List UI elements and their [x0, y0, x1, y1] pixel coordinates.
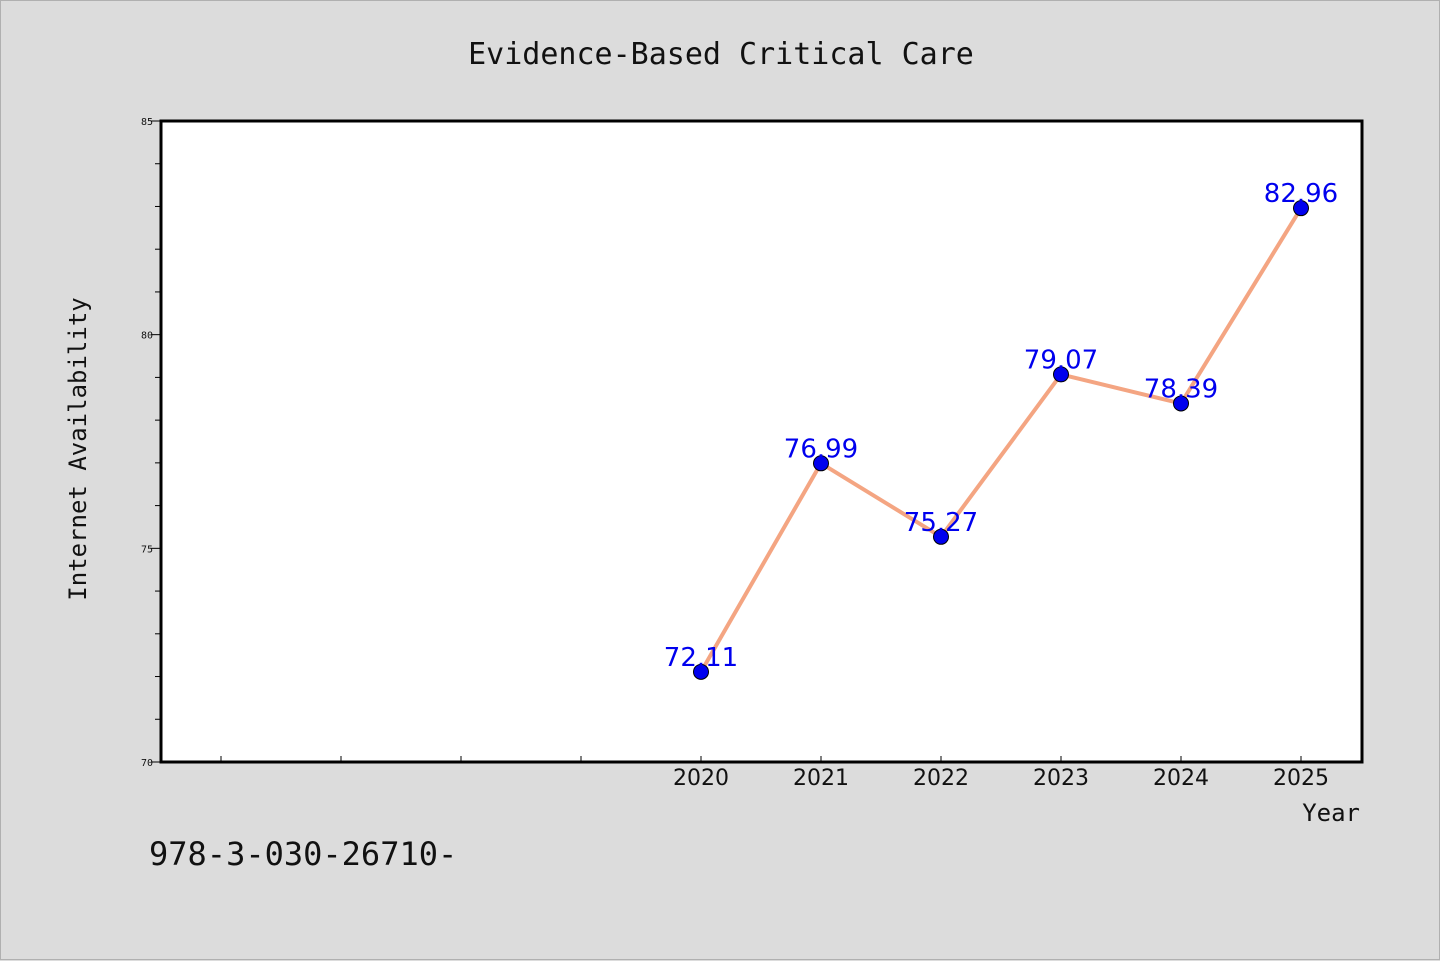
series-layer: 72.11 76.99 75.27 79.07 78.39 82.96 [664, 179, 1338, 680]
data-label: 79.07 [1024, 345, 1098, 375]
data-point [693, 663, 709, 680]
x-axis-label: Year [1302, 799, 1360, 827]
data-label: 75.27 [904, 508, 978, 538]
series-line [699, 207, 1303, 673]
plot-area [159, 119, 1364, 764]
x-tick-label: 2020 [673, 766, 729, 791]
chart-title: Evidence-Based Critical Care [468, 37, 974, 72]
x-tick-label: 2023 [1033, 766, 1089, 791]
data-point [1293, 200, 1309, 217]
data-label: 82.96 [1264, 179, 1338, 209]
data-point [933, 528, 949, 545]
x-tick-label: 2025 [1273, 766, 1329, 791]
x-tick-label: 2024 [1153, 766, 1209, 791]
x-tick-label: 2021 [793, 766, 849, 791]
y-tick-label: 80 [141, 331, 153, 342]
isbn-text: 978-3-030-26710- [149, 835, 457, 873]
y-axis-label: Internet Availability [64, 297, 92, 600]
data-label: 76.99 [784, 434, 858, 464]
y-tick-label: 75 [141, 544, 153, 555]
x-axis: 2020 2021 2022 2023 2024 2025 [220, 756, 1329, 791]
data-point [1053, 366, 1069, 383]
y-tick-label: 85 [141, 117, 153, 128]
data-point [1173, 395, 1189, 412]
data-point [813, 455, 829, 472]
data-label: 72.11 [664, 643, 738, 673]
y-axis: 70 75 80 85 [141, 117, 161, 769]
x-tick-label: 2022 [913, 766, 969, 791]
y-tick-label: 70 [141, 758, 153, 769]
data-label: 78.39 [1144, 374, 1218, 404]
